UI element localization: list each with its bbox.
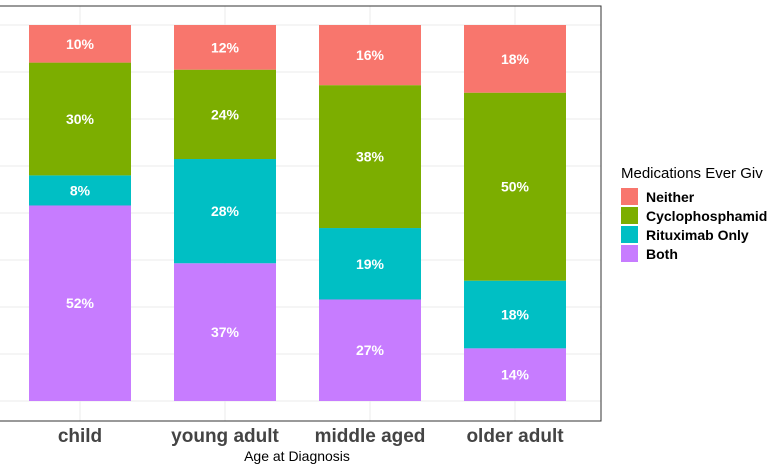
x-tick-label: young adult (171, 426, 279, 447)
legend-label: Neither (646, 189, 695, 205)
legend: Medications Ever Giv Neither Cyclophospha… (621, 165, 767, 262)
x-tick-label: older adult (466, 426, 564, 447)
x-tick-label: child (58, 426, 102, 447)
bar-value-label: 19% (356, 256, 385, 272)
legend-swatch (621, 226, 638, 243)
legend-label: Both (646, 246, 678, 262)
bar-segment (29, 62, 131, 176)
bar-value-label: 16% (356, 47, 385, 63)
bar-value-label: 12% (211, 39, 240, 55)
bar-segment (29, 175, 131, 206)
bar-value-label: 14% (501, 367, 530, 383)
legend-title: Medications Ever Giv (621, 165, 763, 182)
bar-segment (174, 69, 276, 160)
x-tick-label: middle aged (315, 426, 426, 447)
bars: 52% 8% 30% 10% 37% 28% 24% 12% 27% 19% 38% 16% 14% 18… (29, 25, 566, 401)
bar-segment (464, 25, 566, 93)
bar-value-label: 8% (70, 182, 91, 198)
legend-label: Cyclophosphamid (646, 208, 767, 224)
x-axis-tick-labels: child young adult middle aged older adult (58, 426, 564, 447)
bar-value-label: 38% (356, 149, 385, 165)
legend-swatch (621, 188, 638, 205)
bar-value-label: 24% (211, 106, 240, 122)
panel-border (0, 5, 602, 422)
bar-segment (464, 92, 566, 281)
bar-value-label: 50% (501, 179, 530, 195)
bar-segment (29, 25, 131, 63)
bar-value-label: 28% (211, 203, 240, 219)
bar-segment (174, 263, 276, 401)
bar-segment (174, 25, 276, 70)
bar-value-label: 18% (501, 51, 530, 67)
bar-value-label: 37% (211, 324, 240, 340)
legend-swatch (621, 207, 638, 224)
legend-label: Rituximab Only (646, 227, 749, 243)
bar-value-label: 52% (66, 295, 95, 311)
bar-value-label: 18% (501, 307, 530, 323)
bar-segment (319, 25, 421, 86)
bar-segment (29, 205, 131, 401)
bar-segment (319, 85, 421, 229)
bar-value-label: 27% (356, 342, 385, 358)
legend-swatch (621, 245, 638, 262)
bar-value-label: 10% (66, 36, 95, 52)
bar-segment (464, 280, 566, 349)
bar-segment (319, 228, 421, 300)
x-axis-title: Age at Diagnosis (244, 448, 350, 464)
bar-segment (319, 299, 421, 401)
bar-value-label: 30% (66, 111, 95, 127)
bar-segment (174, 159, 276, 264)
bar-segment (464, 348, 566, 401)
